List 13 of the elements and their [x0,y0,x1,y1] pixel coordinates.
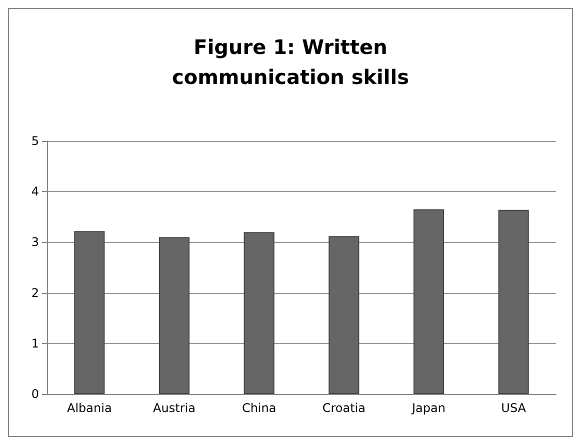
x-tick-label: USA [501,401,527,415]
y-tick-label: 5 [31,134,39,148]
y-tick-label: 1 [31,336,39,350]
x-tick-label: Japan [411,401,446,415]
y-tick-label: 4 [31,184,39,199]
x-tick-label: China [242,401,276,415]
x-tick-label: Croatia [322,401,366,415]
x-tick-label: Albania [67,401,112,415]
y-tick-label: 2 [31,286,39,300]
y-tick-label: 0 [31,387,39,401]
y-tick-label: 3 [31,235,39,250]
chart-title: Figure 1: Written communication skills [172,35,409,89]
x-tick-label: Austria [153,401,196,415]
